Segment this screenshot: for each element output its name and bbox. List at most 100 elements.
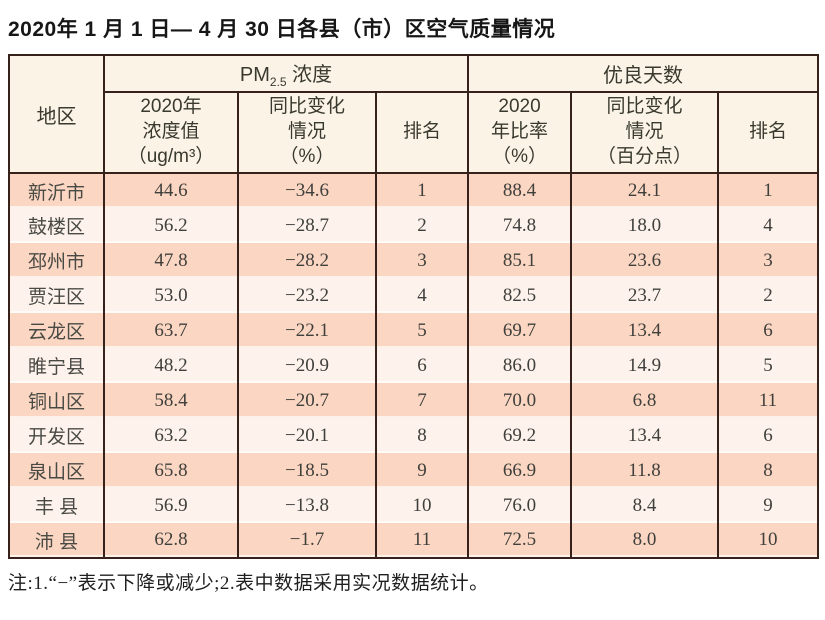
pm-change-cell: −18.5 (237, 453, 377, 488)
pm-rank-cell: 7 (374, 383, 470, 418)
pm-rank-cell: 3 (374, 243, 470, 278)
good-rank-cell: 2 (717, 278, 820, 313)
good-change-cell: 6.8 (570, 383, 720, 418)
pm-rank-cell: 1 (374, 173, 470, 208)
region-cell: 贾汪区 (8, 278, 105, 313)
pm25-subscript: 2.5 (269, 75, 287, 89)
table-row: 沛 县 62.8 −1.7 11 72.5 8.0 10 (8, 523, 820, 558)
table-row: 贾汪区 53.0 −23.2 4 82.5 23.7 2 (8, 278, 820, 313)
column-header-pm-change: 同比变化 情况 （%） (237, 91, 377, 174)
good-change-cell: 11.8 (570, 453, 720, 488)
pm-rank-cell: 10 (374, 488, 470, 523)
pm-rank-cell: 8 (374, 418, 470, 453)
table-row: 铜山区 58.4 −20.7 7 70.0 6.8 11 (8, 383, 820, 418)
table-row: 鼓楼区 56.2 −28.7 2 74.8 18.0 4 (8, 208, 820, 243)
pm-change-cell: −20.7 (237, 383, 377, 418)
pm-change-cell: −28.7 (237, 208, 377, 243)
pm-value-cell: 65.8 (103, 453, 239, 488)
group-header-pm25: PM2.5 浓度 (102, 54, 470, 93)
region-cell: 丰 县 (8, 488, 105, 523)
table-row: 云龙区 63.7 −22.1 5 69.7 13.4 6 (8, 313, 820, 348)
region-cell: 睢宁县 (8, 348, 105, 383)
pm-value-cell: 56.2 (103, 208, 239, 243)
region-cell: 沛 县 (8, 523, 105, 558)
pm-change-cell: −20.1 (237, 418, 377, 453)
pm-rank-cell: 9 (374, 453, 470, 488)
pm-value-cell: 62.8 (103, 523, 239, 558)
pm-value-cell: 58.4 (103, 383, 239, 418)
good-rank-cell: 1 (717, 173, 820, 208)
pm-value-cell: 53.0 (103, 278, 239, 313)
pm25-label-prefix: PM (239, 64, 270, 86)
pm-rank-cell: 5 (374, 313, 470, 348)
good-change-cell: 23.7 (570, 278, 720, 313)
pm25-label-suffix: 浓度 (286, 64, 333, 86)
column-header-good-rank: 排名 (717, 91, 820, 174)
good-rank-cell: 10 (717, 523, 820, 558)
page-title: 2020年 1 月 1 日— 4 月 30 日各县（市）区空气质量情况 (8, 18, 556, 41)
table-row: 睢宁县 48.2 −20.9 6 86.0 14.9 5 (8, 348, 820, 383)
table-row: 开发区 63.2 −20.1 8 69.2 13.4 6 (8, 418, 820, 453)
table-row: 泉山区 65.8 −18.5 9 66.9 11.8 8 (8, 453, 820, 488)
pm-change-cell: −20.9 (237, 348, 377, 383)
table-row: 邳州市 47.8 −28.2 3 85.1 23.6 3 (8, 243, 820, 278)
column-header-pm-value: 2020年 浓度值 （ug/m³） (103, 91, 239, 174)
column-header-good-rate: 2020 年比率 （%） (467, 91, 573, 174)
group-header-good-days: 优良天数 (467, 54, 820, 93)
pm-value-cell: 48.2 (103, 348, 239, 383)
good-rank-cell: 11 (717, 383, 820, 418)
good-change-cell: 24.1 (570, 173, 720, 208)
good-change-cell: 13.4 (570, 418, 720, 453)
good-rate-cell: 70.0 (467, 383, 573, 418)
good-change-cell: 18.0 (570, 208, 720, 243)
good-rank-cell: 4 (717, 208, 820, 243)
good-rate-cell: 88.4 (467, 173, 573, 208)
region-cell: 铜山区 (8, 383, 105, 418)
air-quality-table: 地区 PM2.5 浓度 优良天数 2020年 浓度值 （ug/m³） 同比变化 … (8, 54, 820, 559)
column-header-region: 地区 (8, 54, 105, 174)
good-change-cell: 23.6 (570, 243, 720, 278)
region-cell: 云龙区 (8, 313, 105, 348)
table-body: 新沂市 44.6 −34.6 1 88.4 24.1 1 鼓楼区 56.2 −28.7 2 74.8 1… (8, 173, 820, 558)
good-rank-cell: 8 (717, 453, 820, 488)
good-rank-cell: 5 (717, 348, 820, 383)
column-header-good-change: 同比变化 情况 （百分点） (570, 91, 720, 174)
pm-change-cell: −22.1 (237, 313, 377, 348)
pm-rank-cell: 4 (374, 278, 470, 313)
good-rank-cell: 9 (717, 488, 820, 523)
good-rank-cell: 3 (717, 243, 820, 278)
pm-change-cell: −23.2 (237, 278, 377, 313)
good-change-cell: 8.4 (570, 488, 720, 523)
good-rate-cell: 76.0 (467, 488, 573, 523)
good-rate-cell: 66.9 (467, 453, 573, 488)
good-change-cell: 8.0 (570, 523, 720, 558)
table-row: 新沂市 44.6 −34.6 1 88.4 24.1 1 (8, 173, 820, 208)
good-rate-cell: 85.1 (467, 243, 573, 278)
pm-value-cell: 56.9 (103, 488, 239, 523)
pm-change-cell: −28.2 (237, 243, 377, 278)
pm-change-cell: −13.8 (237, 488, 377, 523)
region-cell: 邳州市 (8, 243, 105, 278)
good-rank-cell: 6 (717, 418, 820, 453)
good-change-cell: 13.4 (570, 313, 720, 348)
table-header: 地区 PM2.5 浓度 优良天数 2020年 浓度值 （ug/m³） 同比变化 … (8, 54, 820, 174)
pm-change-cell: −1.7 (237, 523, 377, 558)
pm-rank-cell: 11 (374, 523, 470, 558)
region-cell: 开发区 (8, 418, 105, 453)
good-rate-cell: 74.8 (467, 208, 573, 243)
good-rate-cell: 69.2 (467, 418, 573, 453)
good-rate-cell: 82.5 (467, 278, 573, 313)
pm-change-cell: −34.6 (237, 173, 377, 208)
good-rate-cell: 86.0 (467, 348, 573, 383)
good-rate-cell: 72.5 (467, 523, 573, 558)
column-header-pm-rank: 排名 (374, 91, 470, 174)
pm-value-cell: 63.2 (103, 418, 239, 453)
good-change-cell: 14.9 (570, 348, 720, 383)
pm-rank-cell: 2 (374, 208, 470, 243)
good-rank-cell: 6 (717, 313, 820, 348)
region-cell: 鼓楼区 (8, 208, 105, 243)
pm-rank-cell: 6 (374, 348, 470, 383)
good-rate-cell: 69.7 (467, 313, 573, 348)
pm-value-cell: 47.8 (103, 243, 239, 278)
table-row: 丰 县 56.9 −13.8 10 76.0 8.4 9 (8, 488, 820, 523)
